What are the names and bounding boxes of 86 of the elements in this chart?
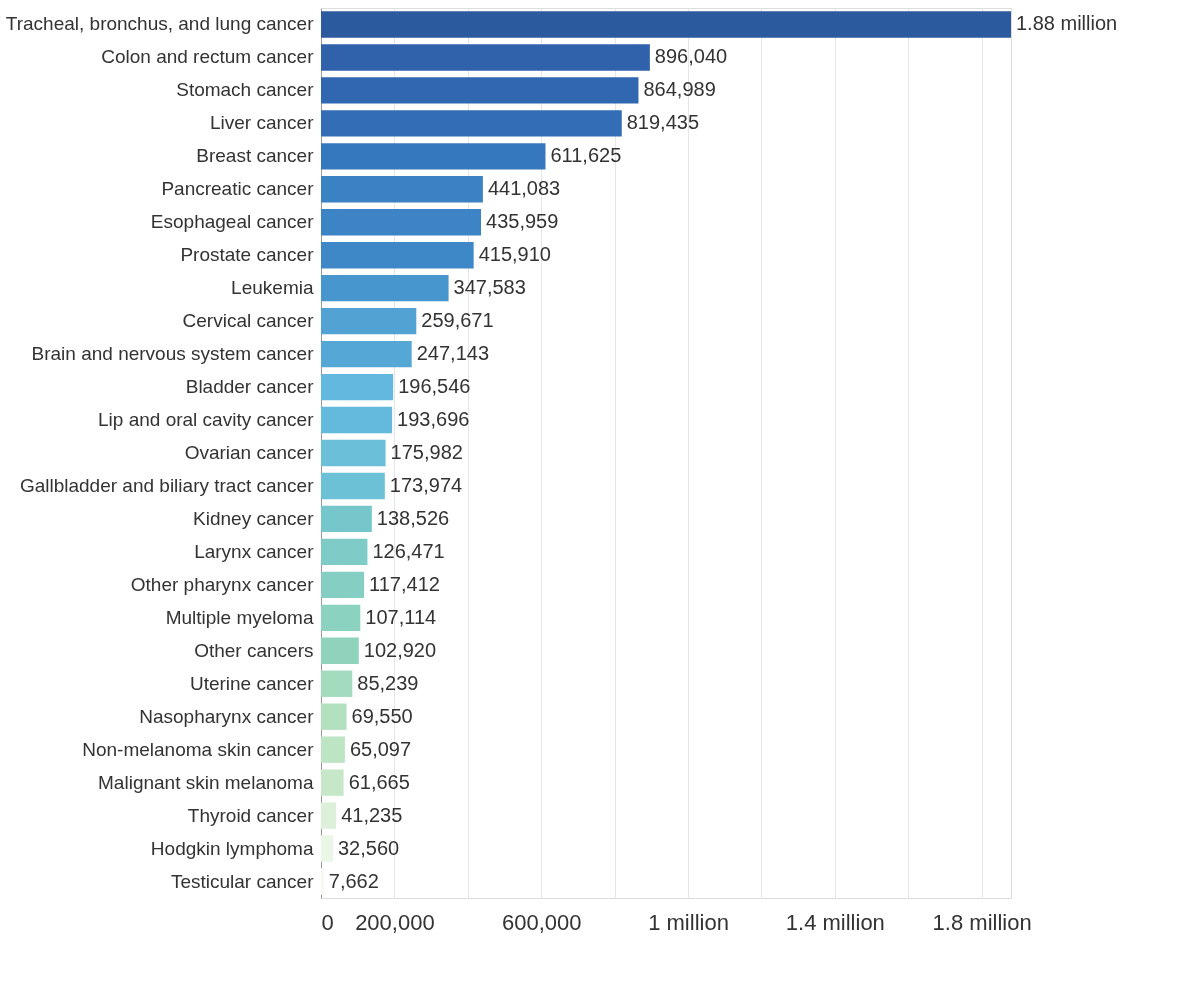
y-tick-label: Kidney cancer: [193, 507, 315, 529]
bar: [321, 340, 412, 368]
data-label: 247,143: [416, 342, 489, 365]
bar: [321, 373, 394, 401]
x-tick-label: 1.4 million: [785, 909, 885, 935]
data-label: 435,959: [486, 210, 559, 233]
bar: [321, 209, 482, 236]
y-tick-label: Stomach cancer: [176, 79, 315, 101]
bar: [321, 802, 337, 829]
bar: [321, 44, 650, 71]
data-label: 196,546: [398, 375, 471, 398]
data-label: 175,982: [390, 441, 463, 463]
bar: [321, 242, 474, 269]
x-tick-label: 600,000: [501, 909, 582, 935]
bar: [321, 406, 393, 434]
y-tick-label: Cervical cancer: [182, 310, 315, 332]
data-label: 32,560: [337, 836, 400, 859]
bar: [321, 571, 365, 599]
y-tick-label: Esophageal cancer: [150, 211, 315, 233]
y-tick-label: Non-melanoma skin cancer: [82, 738, 315, 760]
y-tick-label: Breast cancer: [196, 145, 315, 167]
data-label: 117,412: [369, 572, 440, 595]
y-tick-label: Testicular cancer: [170, 870, 315, 892]
x-tick-label: 1.8 million: [932, 909, 1032, 935]
data-label: 173,974: [389, 473, 463, 496]
x-tick-label: 0: [321, 909, 334, 935]
data-label: 819,435: [626, 111, 700, 134]
y-tick-label: Thyroid cancer: [187, 804, 315, 826]
data-label: 347,583: [453, 276, 526, 299]
data-label: 896,040: [654, 45, 728, 68]
data-label: 864,989: [643, 78, 716, 101]
y-tick-label: Other cancers: [194, 639, 314, 661]
data-label: 415,910: [478, 243, 551, 266]
data-label: 138,526: [376, 506, 450, 529]
bar: [321, 538, 368, 566]
bar: [321, 110, 622, 137]
bar: [321, 11, 1011, 38]
data-label: 107,114: [365, 605, 437, 628]
data-label: 1.88 million: [1016, 12, 1118, 35]
data-label: 41,235: [341, 803, 403, 826]
data-label: 126,471: [372, 539, 445, 562]
y-tick-label: Uterine cancer: [189, 672, 315, 694]
y-tick-label: Malignant skin melanoma: [98, 771, 314, 793]
data-label: 65,097: [349, 737, 412, 760]
y-tick-label: Prostate cancer: [180, 244, 315, 266]
y-tick-label: Lip and oral cavity cancer: [98, 409, 315, 431]
y-tick-label: Hodgkin lymphoma: [150, 837, 314, 859]
y-tick-label: Other pharynx cancer: [130, 573, 315, 595]
bar: [321, 769, 344, 796]
y-tick-label: Larynx cancer: [194, 540, 315, 562]
data-label: 441,083: [487, 177, 561, 200]
bar: [321, 472, 385, 500]
data-label: 7,662: [328, 869, 379, 892]
y-tick-label: Bladder cancer: [185, 376, 315, 398]
bar: [321, 637, 359, 664]
bar: [321, 670, 353, 697]
bar: [321, 736, 345, 763]
bar: [321, 439, 386, 467]
data-label: 611,625: [550, 144, 622, 167]
bar: [321, 307, 417, 335]
bar: [321, 143, 546, 170]
data-label: 259,671: [421, 309, 494, 332]
data-label: 193,696: [397, 408, 470, 431]
y-tick-label: Leukemia: [231, 277, 314, 299]
x-tick-label: 1 million: [648, 909, 729, 935]
data-label: 69,550: [351, 704, 413, 727]
y-tick-label: Multiple myeloma: [165, 606, 314, 628]
bar: [321, 275, 449, 302]
y-tick-label: Colon and rectum cancer: [101, 46, 315, 68]
y-tick-label: Nasopharynx cancer: [139, 705, 315, 727]
data-label: 102,920: [363, 638, 437, 661]
y-tick-label: Ovarian cancer: [184, 442, 315, 463]
y-tick-label: Tracheal, bronchus, and lung cancer: [5, 13, 315, 35]
y-tick-label: Pancreatic cancer: [161, 178, 315, 200]
y-tick-label: Liver cancer: [210, 112, 315, 134]
y-tick-label: Brain and nervous system cancer: [31, 343, 315, 365]
y-tick-label: Gallbladder and biliary tract cancer: [19, 474, 315, 496]
data-label: 85,239: [357, 671, 419, 694]
x-tick-label: 200,000: [355, 909, 435, 935]
bar: [321, 703, 347, 730]
bar: [321, 835, 333, 862]
bar: [321, 176, 483, 203]
bar: [321, 505, 372, 533]
data-label: 61,665: [348, 770, 410, 793]
bar: [321, 604, 361, 631]
bar: [321, 77, 639, 104]
